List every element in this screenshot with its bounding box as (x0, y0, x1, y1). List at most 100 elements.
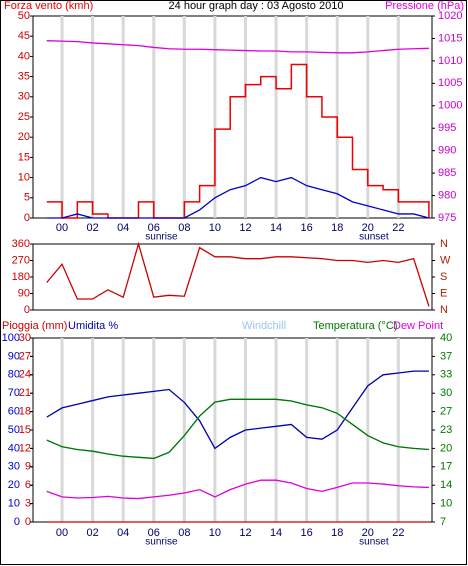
series-line (46, 398, 429, 460)
y2-tick-label: 23 (440, 424, 452, 436)
y2-tick-label: S (440, 271, 447, 283)
y-tick-label: 180 (12, 271, 30, 283)
y2-tick-label: 985 (438, 167, 456, 179)
x-tick-label: 10 (209, 527, 221, 539)
y3-tick-label: 0 (14, 516, 20, 528)
y2-tick-label: 1005 (438, 77, 462, 89)
x-tick-label: 10 (209, 222, 221, 234)
x-tick-label: 20 (362, 222, 374, 234)
x-tick-label: 04 (117, 222, 129, 234)
y3-tick-label: 30 (8, 461, 20, 473)
y-tick-label: 30 (18, 91, 30, 103)
y3-tick-label: 70 (8, 387, 20, 399)
x-tick-label: 12 (239, 222, 251, 234)
legend-entry: Umidita % (68, 320, 118, 332)
y-tick-label: 0 (24, 304, 30, 316)
x-tick-label: 02 (86, 527, 98, 539)
y3-tick-label: 90 (8, 350, 20, 362)
y2-tick-label: N (440, 304, 448, 316)
y2-tick-label: E (440, 287, 447, 299)
y2-tick-label: N (440, 238, 448, 250)
y-tick-label: 360 (12, 238, 30, 250)
x-tick-label: 22 (392, 222, 404, 234)
y-tick-label: 24 (19, 369, 31, 381)
y-tick-label: 270 (12, 254, 30, 266)
series-line (46, 176, 430, 219)
x-tick-label: 02 (86, 222, 98, 234)
series-line (46, 40, 429, 54)
y2-tick-label: 37 (440, 350, 452, 362)
legend-entry: Windchill (242, 320, 286, 332)
y-tick-label: 21 (19, 387, 31, 399)
plot-frame (32, 337, 433, 523)
y-tick-label: 40 (18, 50, 30, 62)
x-tick-label: 00 (56, 527, 68, 539)
legend-entry: Pressione (hPa) (385, 0, 464, 12)
legend-entry: Forza vento (kmh) (4, 0, 93, 12)
y-tick-label: 12 (19, 442, 31, 454)
x-tick-label: 08 (178, 527, 190, 539)
y-tick-label: 50 (18, 10, 30, 22)
x-tick-label: 18 (331, 222, 343, 234)
x-tick-label: 16 (301, 222, 313, 234)
y2-tick-label: W (440, 254, 451, 266)
y2-tick-label: 7 (440, 516, 446, 528)
x-tick-label: 18 (331, 527, 343, 539)
legend-entry: Pioggia (mm) (2, 320, 67, 332)
y2-tick-label: 990 (438, 145, 456, 157)
series-line (46, 370, 429, 450)
annotation: sunset (359, 537, 389, 548)
y2-tick-label: 1020 (438, 10, 462, 22)
y2-tick-label: 975 (438, 212, 456, 224)
y3-tick-label: 40 (8, 442, 20, 454)
y2-tick-label: 1000 (438, 100, 462, 112)
x-tick-label: 22 (392, 527, 404, 539)
y2-tick-label: 27 (440, 406, 452, 418)
y-tick-label: 15 (18, 151, 30, 163)
y-tick-label: 90 (18, 287, 30, 299)
series-line (46, 63, 430, 219)
annotation: sunrise (145, 232, 178, 243)
y2-tick-label: 30 (440, 387, 452, 399)
y2-tick-label: 40 (440, 332, 452, 344)
y3-tick-label: 80 (8, 369, 20, 381)
y3-tick-label: 100 (2, 332, 20, 344)
x-tick-label: 20 (362, 527, 374, 539)
y-tick-label: 15 (19, 424, 31, 436)
legend-entry: Temperatura (°C) (313, 320, 397, 332)
y2-tick-label: 1015 (438, 32, 462, 44)
x-tick-label: 12 (239, 527, 251, 539)
annotation: sunset (359, 232, 389, 243)
y2-tick-label: 995 (438, 122, 456, 134)
y2-tick-label: 17 (440, 461, 452, 473)
plot-frame (32, 243, 433, 311)
x-tick-label: 04 (117, 527, 129, 539)
y-tick-label: 6 (25, 479, 31, 491)
x-tick-label: 16 (301, 527, 313, 539)
y-tick-label: 30 (19, 332, 31, 344)
y2-tick-label: 980 (438, 189, 456, 201)
y2-tick-label: 33 (440, 369, 452, 381)
y2-tick-label: 14 (440, 479, 452, 491)
x-tick-label: 14 (270, 222, 282, 234)
x-tick-label: 06 (148, 527, 160, 539)
y-tick-label: 18 (19, 406, 31, 418)
y3-tick-label: 50 (8, 424, 20, 436)
annotation: sunrise (145, 537, 178, 548)
x-tick-label: 00 (56, 222, 68, 234)
y-tick-label: 3 (25, 498, 31, 510)
y-tick-label: 5 (24, 192, 30, 204)
y-tick-label: 9 (25, 461, 31, 473)
y-tick-label: 45 (18, 30, 30, 42)
y-tick-label: 20 (18, 131, 30, 143)
y-tick-label: 35 (18, 71, 30, 83)
y3-tick-label: 60 (8, 406, 20, 418)
y2-tick-label: 10 (440, 498, 452, 510)
x-tick-label: 08 (178, 222, 190, 234)
y-tick-label: 10 (18, 172, 30, 184)
y-tick-label: 27 (19, 350, 31, 362)
y-tick-label: 0 (24, 212, 30, 224)
y-tick-label: 0 (25, 516, 31, 528)
series-line (46, 479, 429, 500)
